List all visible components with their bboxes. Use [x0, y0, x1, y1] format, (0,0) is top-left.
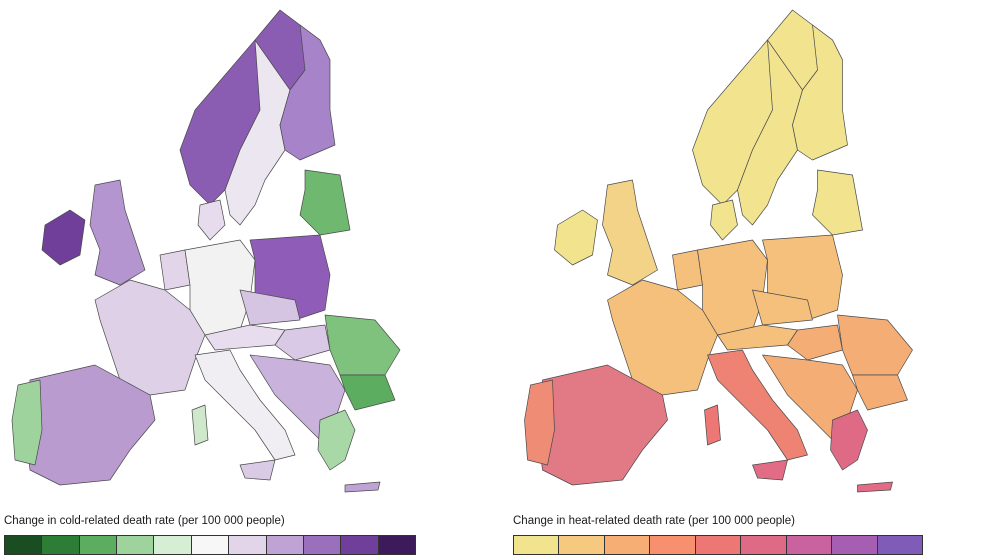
region-ireland [41, 209, 86, 266]
region-crete [857, 481, 893, 493]
cold-legend-swatch-9 [303, 536, 342, 554]
region-ireland [554, 209, 598, 266]
region-sardinia [704, 404, 721, 446]
cold-legend-swatch-5 [154, 536, 192, 554]
region-romania [837, 314, 913, 376]
heat-map-svg [524, 9, 913, 493]
heat-legend-swatch-6 [741, 536, 787, 554]
region-greece [317, 409, 356, 471]
region-portugal [524, 379, 555, 466]
heat-legend-swatch-4 [650, 536, 696, 554]
heat-legend-swatch-9 [877, 536, 922, 554]
region-sicily [752, 459, 788, 481]
cold-legend-swatch-8 [266, 536, 304, 554]
region-finland [279, 24, 336, 161]
region-italy [707, 349, 808, 461]
region-bulgaria [852, 374, 908, 411]
region-bulgaria [339, 374, 396, 411]
region-france [607, 279, 718, 396]
heat-map-panel [505, 0, 990, 510]
cold-legend-swatch-3 [79, 536, 118, 554]
region-benelux [672, 249, 703, 291]
region-denmark [710, 199, 738, 241]
region-denmark [197, 199, 226, 241]
cold-legend-swatch-10 [341, 536, 379, 554]
cold-legend-swatch-6 [191, 536, 230, 554]
region-portugal [11, 379, 43, 466]
heat-legend-swatch-8 [832, 536, 878, 554]
region-sardinia [191, 404, 209, 446]
region-sicily [239, 459, 276, 481]
cold-legend-swatch-2 [42, 536, 80, 554]
cold-regions [11, 9, 401, 493]
region-czech [752, 289, 813, 326]
cold-legend-swatches [4, 535, 416, 555]
region-uk [89, 179, 146, 286]
region-hungary [274, 324, 331, 361]
cold-legend-swatch-7 [229, 536, 267, 554]
region-czech [239, 289, 301, 326]
region-hungary [787, 324, 843, 361]
region-italy [194, 349, 296, 461]
cold-legend: Change in cold-related death rate (per 1… [4, 513, 416, 556]
heat-legend-swatch-7 [786, 536, 833, 554]
heat-regions [524, 9, 913, 493]
cold-map-panel [0, 0, 470, 510]
cold-legend-swatch-4 [117, 536, 155, 554]
cold-legend-swatch-11 [378, 536, 415, 554]
heat-legend-swatch-5 [695, 536, 742, 554]
region-greece [830, 409, 868, 471]
cold-map-svg [11, 9, 401, 493]
heat-legend-swatch-1 [514, 536, 560, 554]
cold-legend-swatch-1 [5, 536, 43, 554]
region-romania [324, 314, 401, 376]
heat-legend-swatches [513, 535, 923, 555]
heat-legend: Change in heat-related death rate (per 1… [513, 513, 923, 556]
heat-legend-swatch-2 [559, 536, 605, 554]
region-france [94, 279, 206, 396]
heat-legend-swatch-3 [604, 536, 651, 554]
region-baltics [812, 169, 863, 236]
region-benelux [159, 249, 191, 291]
region-uk [602, 179, 658, 286]
region-crete [344, 481, 381, 493]
region-finland [792, 24, 848, 161]
heat-legend-title: Change in heat-related death rate (per 1… [513, 515, 795, 527]
region-baltics [299, 169, 351, 236]
cold-legend-title: Change in cold-related death rate (per 1… [4, 515, 285, 527]
